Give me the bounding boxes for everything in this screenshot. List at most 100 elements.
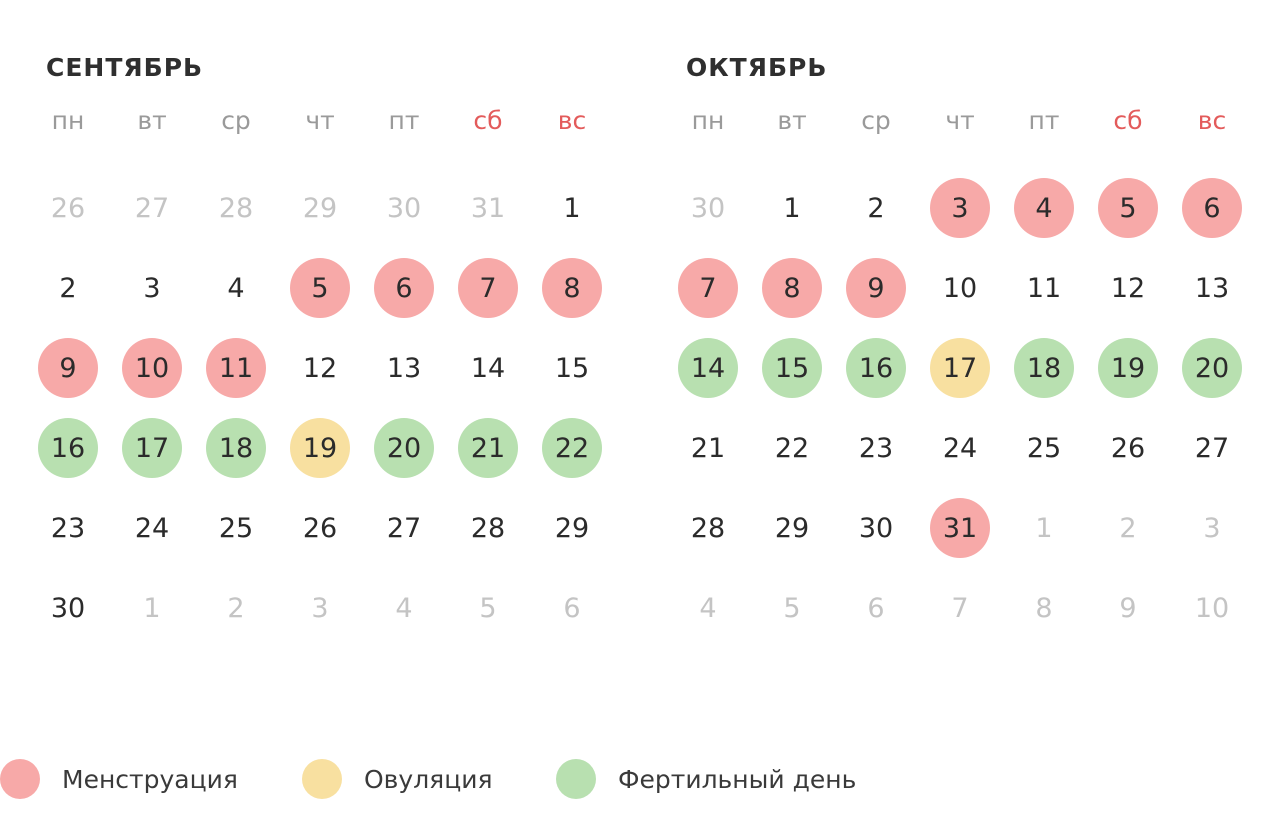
menstruation-day[interactable]: 8 bbox=[762, 258, 822, 318]
day-cell[interactable]: 24 bbox=[918, 408, 1002, 488]
day-cell[interactable]: 20 bbox=[1170, 328, 1254, 408]
day-number[interactable]: 26 bbox=[302, 512, 338, 544]
other-month-day[interactable]: 30 bbox=[690, 192, 726, 224]
fertile-day[interactable]: 16 bbox=[38, 418, 98, 478]
day-cell[interactable]: 27 bbox=[110, 168, 194, 248]
day-number[interactable]: 4 bbox=[227, 272, 245, 304]
day-cell[interactable]: 24 bbox=[110, 488, 194, 568]
day-cell[interactable]: 29 bbox=[278, 168, 362, 248]
day-cell[interactable]: 1 bbox=[750, 168, 834, 248]
day-cell[interactable]: 1 bbox=[530, 168, 614, 248]
day-cell[interactable]: 17 bbox=[110, 408, 194, 488]
ovulation-day[interactable]: 19 bbox=[290, 418, 350, 478]
day-cell[interactable]: 4 bbox=[194, 248, 278, 328]
day-cell[interactable]: 3 bbox=[278, 568, 362, 648]
day-cell[interactable]: 4 bbox=[666, 568, 750, 648]
day-number[interactable]: 28 bbox=[690, 512, 726, 544]
day-cell[interactable]: 14 bbox=[446, 328, 530, 408]
other-month-day[interactable]: 3 bbox=[311, 592, 329, 624]
day-cell[interactable]: 23 bbox=[834, 408, 918, 488]
other-month-day[interactable]: 5 bbox=[479, 592, 497, 624]
day-cell[interactable]: 7 bbox=[446, 248, 530, 328]
day-number[interactable]: 15 bbox=[554, 352, 590, 384]
day-cell[interactable]: 30 bbox=[362, 168, 446, 248]
menstruation-day[interactable]: 3 bbox=[930, 178, 990, 238]
day-cell[interactable]: 29 bbox=[750, 488, 834, 568]
fertile-day[interactable]: 15 bbox=[762, 338, 822, 398]
day-cell[interactable]: 6 bbox=[362, 248, 446, 328]
day-cell[interactable]: 19 bbox=[1086, 328, 1170, 408]
day-number[interactable]: 11 bbox=[1026, 272, 1062, 304]
day-cell[interactable]: 26 bbox=[1086, 408, 1170, 488]
day-cell[interactable]: 19 bbox=[278, 408, 362, 488]
day-cell[interactable]: 6 bbox=[1170, 168, 1254, 248]
day-cell[interactable]: 2 bbox=[194, 568, 278, 648]
fertile-day[interactable]: 16 bbox=[846, 338, 906, 398]
other-month-day[interactable]: 10 bbox=[1194, 592, 1230, 624]
day-cell[interactable]: 12 bbox=[278, 328, 362, 408]
day-cell[interactable]: 23 bbox=[26, 488, 110, 568]
day-number[interactable]: 2 bbox=[867, 192, 885, 224]
menstruation-day[interactable]: 10 bbox=[122, 338, 182, 398]
other-month-day[interactable]: 27 bbox=[134, 192, 170, 224]
day-cell[interactable]: 5 bbox=[1086, 168, 1170, 248]
day-cell[interactable]: 28 bbox=[194, 168, 278, 248]
day-cell[interactable]: 18 bbox=[1002, 328, 1086, 408]
day-cell[interactable]: 21 bbox=[446, 408, 530, 488]
day-cell[interactable]: 25 bbox=[1002, 408, 1086, 488]
day-number[interactable]: 30 bbox=[50, 592, 86, 624]
day-cell[interactable]: 1 bbox=[110, 568, 194, 648]
day-number[interactable]: 24 bbox=[942, 432, 978, 464]
other-month-day[interactable]: 4 bbox=[699, 592, 717, 624]
day-cell[interactable]: 27 bbox=[1170, 408, 1254, 488]
day-cell[interactable]: 27 bbox=[362, 488, 446, 568]
day-cell[interactable]: 9 bbox=[26, 328, 110, 408]
day-cell[interactable]: 30 bbox=[26, 568, 110, 648]
day-cell[interactable]: 29 bbox=[530, 488, 614, 568]
ovulation-day[interactable]: 17 bbox=[930, 338, 990, 398]
day-cell[interactable]: 30 bbox=[666, 168, 750, 248]
other-month-day[interactable]: 31 bbox=[470, 192, 506, 224]
day-cell[interactable]: 20 bbox=[362, 408, 446, 488]
fertile-day[interactable]: 21 bbox=[458, 418, 518, 478]
day-number[interactable]: 28 bbox=[470, 512, 506, 544]
day-cell[interactable]: 21 bbox=[666, 408, 750, 488]
fertile-day[interactable]: 19 bbox=[1098, 338, 1158, 398]
day-cell[interactable]: 28 bbox=[666, 488, 750, 568]
other-month-day[interactable]: 1 bbox=[143, 592, 161, 624]
day-number[interactable]: 27 bbox=[1194, 432, 1230, 464]
day-cell[interactable]: 5 bbox=[446, 568, 530, 648]
other-month-day[interactable]: 4 bbox=[395, 592, 413, 624]
day-cell[interactable]: 2 bbox=[26, 248, 110, 328]
menstruation-day[interactable]: 7 bbox=[458, 258, 518, 318]
other-month-day[interactable]: 5 bbox=[783, 592, 801, 624]
day-cell[interactable]: 13 bbox=[1170, 248, 1254, 328]
day-number[interactable]: 12 bbox=[302, 352, 338, 384]
day-cell[interactable]: 8 bbox=[530, 248, 614, 328]
day-number[interactable]: 23 bbox=[50, 512, 86, 544]
day-cell[interactable]: 9 bbox=[834, 248, 918, 328]
day-number[interactable]: 27 bbox=[386, 512, 422, 544]
day-number[interactable]: 29 bbox=[554, 512, 590, 544]
other-month-day[interactable]: 6 bbox=[867, 592, 885, 624]
day-cell[interactable]: 30 bbox=[834, 488, 918, 568]
other-month-day[interactable]: 8 bbox=[1035, 592, 1053, 624]
menstruation-day[interactable]: 6 bbox=[374, 258, 434, 318]
day-number[interactable]: 29 bbox=[774, 512, 810, 544]
other-month-day[interactable]: 2 bbox=[1119, 512, 1137, 544]
day-cell[interactable]: 1 bbox=[1002, 488, 1086, 568]
day-cell[interactable]: 4 bbox=[362, 568, 446, 648]
day-cell[interactable]: 11 bbox=[194, 328, 278, 408]
day-number[interactable]: 10 bbox=[942, 272, 978, 304]
day-cell[interactable]: 26 bbox=[278, 488, 362, 568]
day-cell[interactable]: 12 bbox=[1086, 248, 1170, 328]
day-cell[interactable]: 10 bbox=[918, 248, 1002, 328]
fertile-day[interactable]: 20 bbox=[1182, 338, 1242, 398]
day-number[interactable]: 12 bbox=[1110, 272, 1146, 304]
day-cell[interactable]: 13 bbox=[362, 328, 446, 408]
day-number[interactable]: 14 bbox=[470, 352, 506, 384]
day-cell[interactable]: 8 bbox=[1002, 568, 1086, 648]
other-month-day[interactable]: 26 bbox=[50, 192, 86, 224]
menstruation-day[interactable]: 6 bbox=[1182, 178, 1242, 238]
day-cell[interactable]: 22 bbox=[750, 408, 834, 488]
